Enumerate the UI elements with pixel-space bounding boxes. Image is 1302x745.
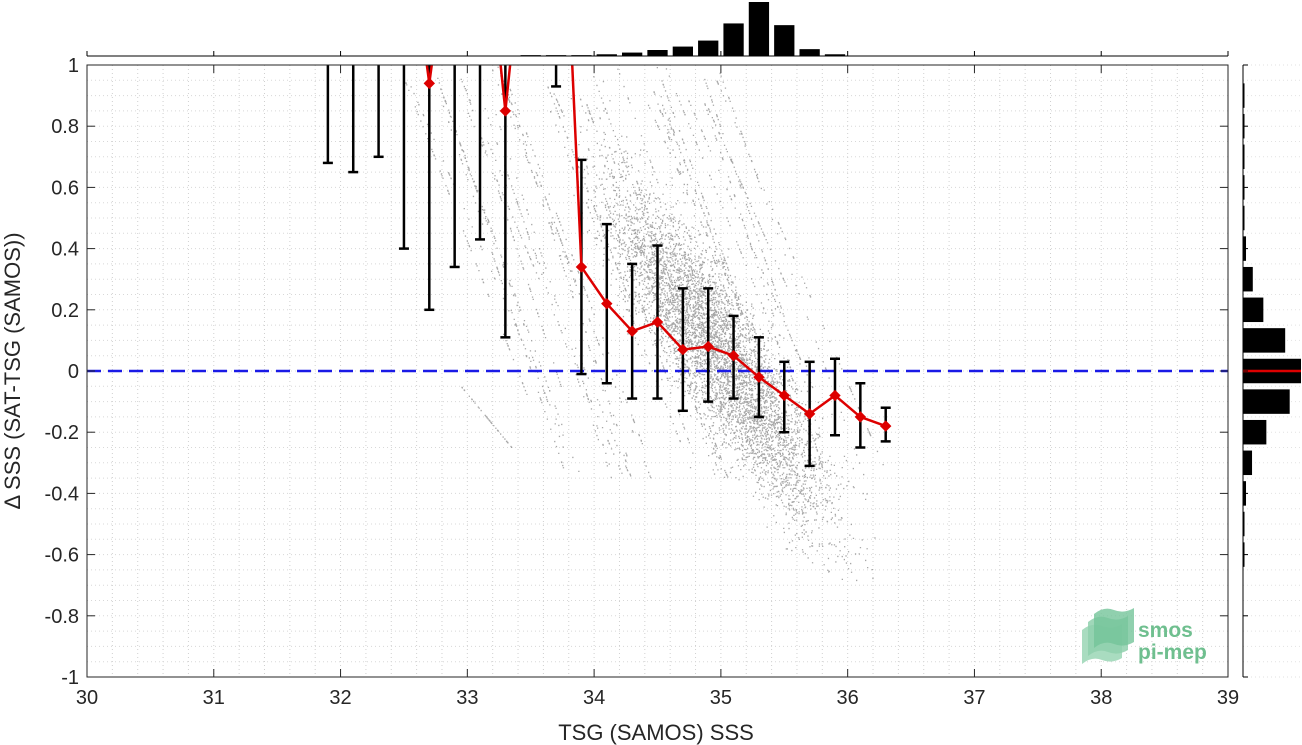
x-tick-label: 32 [329,687,351,709]
top-hist-bar [799,49,820,56]
binned-median-series [423,65,892,432]
x-tick-label: 33 [456,687,478,709]
median-marker [854,411,867,423]
median-marker [879,420,892,432]
x-tick-label: 34 [583,687,605,709]
scatter-points [405,66,884,582]
x-tick-label: 30 [76,687,98,709]
error-bar [398,65,409,250]
median-marker [829,389,841,402]
top-hist-bar [622,52,643,56]
top-hist-bar [545,55,567,56]
top-hist-bar [698,40,719,56]
error-bar [551,65,562,88]
right-hist-bar [1243,266,1253,292]
error-bar [348,65,359,174]
axis-ticks: 30 31 32 33 34 35 36 37 38 39 -1 -0.8 -0.6 -0.4 -0.2 0 0… [45,55,1240,709]
y-tick-label: 0.4 [51,239,79,261]
y-tick-label: -0.4 [45,483,79,505]
right-histogram [1242,64,1301,678]
top-hist-bar [672,46,693,56]
median-marker [727,349,740,362]
y-tick-label: -0.8 [45,606,79,628]
scatter-cloud [405,66,884,582]
median-marker [423,77,436,90]
right-hist-bar [1243,450,1253,476]
x-tick-label: 36 [837,687,859,709]
median-marker [753,371,765,383]
x-tick-label: 38 [1090,687,1112,709]
logo-line1: smos [1138,619,1193,642]
median-marker [803,408,816,420]
x-axis-title: TSG (SAMOS) SSS [558,720,754,745]
median-marker [601,297,613,310]
x-tick-label: 35 [710,687,732,709]
error-bar [373,65,384,159]
logo-wave-icon [1082,608,1134,664]
right-hist-bar [1243,297,1264,323]
y-tick-label: -0.6 [45,545,79,567]
error-bar [424,65,435,312]
right-hist-bar [1243,205,1245,231]
median-marker [677,343,689,356]
top-hist-bar [520,55,541,56]
top-hist-bar [647,50,668,56]
y-tick-label: -0.2 [45,422,79,444]
right-hist-bar [1243,511,1245,537]
right-hist-bar [1243,83,1245,108]
x-tick-label: 31 [203,687,225,709]
x-tick-label: 37 [963,687,985,709]
right-hist-bar [1243,144,1245,170]
top-hist-bar [748,2,770,56]
y-tick-label: 0 [68,361,79,383]
median-marker [651,316,664,328]
y-tick-label: 0.8 [51,116,79,138]
y-tick-label: -1 [61,667,79,689]
error-bar [475,65,486,241]
median-marker [499,105,512,117]
logo-line2: pi-mep [1138,641,1207,664]
median-marker [575,261,588,273]
top-hist-bar [571,55,592,56]
y-tick-label: 0.6 [51,177,79,199]
y-axis-title: Δ SSS (SAT-TSG (SAMOS)) [0,232,25,509]
right-hist-bar [1243,419,1267,445]
top-hist-bar [774,25,795,56]
median-marker [702,340,714,353]
median-marker [778,389,790,402]
top-histogram [86,2,1229,57]
top-hist-bar [596,54,617,56]
y-tick-label: 1 [68,55,79,77]
error-bar [449,65,460,269]
top-hist-bar [824,54,846,56]
y-tick-label: 0.2 [51,300,79,322]
right-hist-bar [1243,328,1286,353]
x-tick-label: 39 [1217,687,1239,709]
error-bar [322,65,333,165]
top-hist-bar [723,23,744,56]
smos-pi-mep-logo: smos pi-mep [1082,608,1207,664]
median-offscale-segment [570,65,583,268]
right-hist-bar [1243,389,1290,414]
median-marker [626,325,638,337]
